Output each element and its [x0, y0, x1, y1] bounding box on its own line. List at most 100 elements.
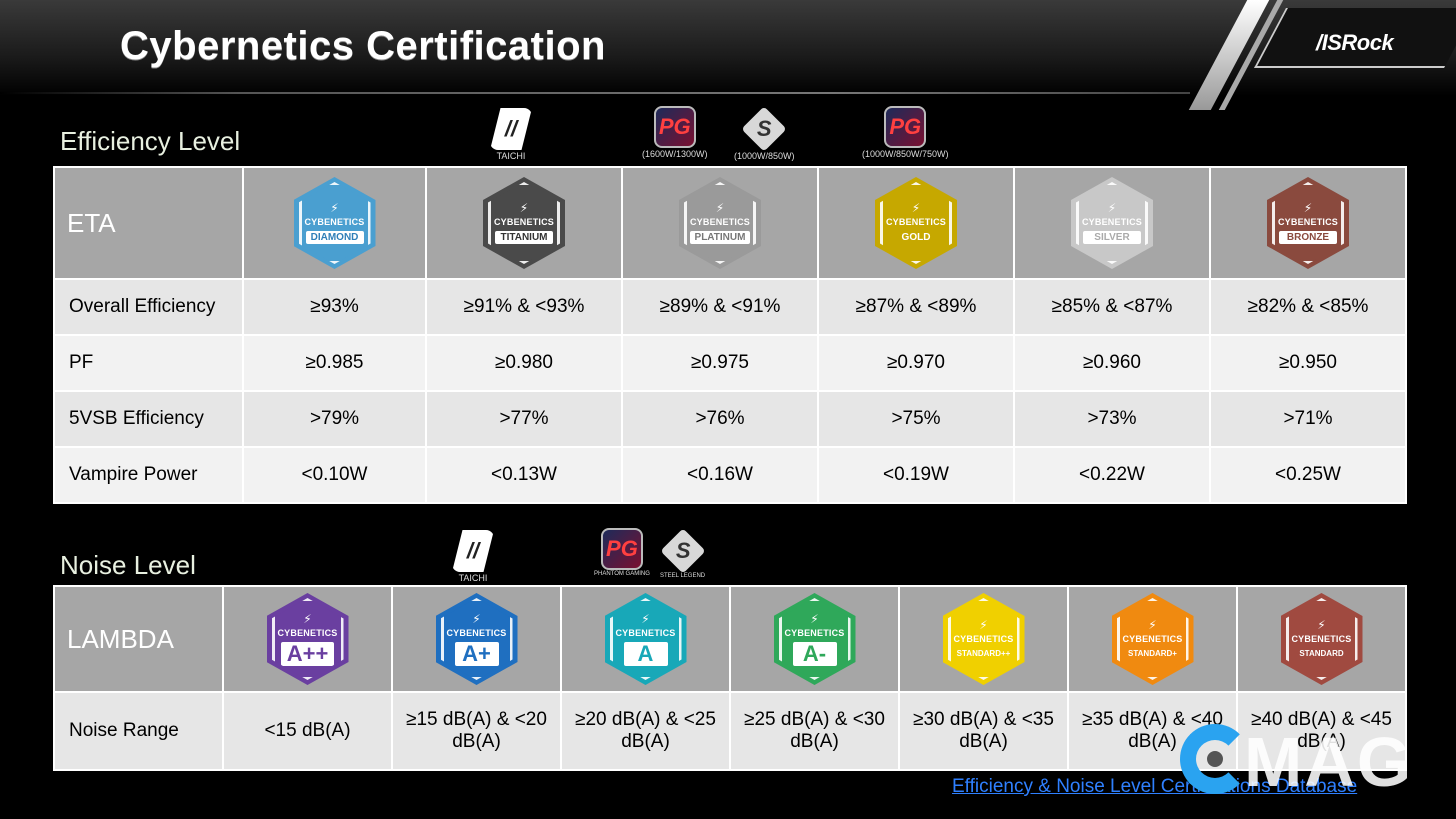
phantom-gaming-logo-icon: PG — [600, 528, 643, 570]
table-cell: ≥20 dB(A) & <25 dB(A) — [560, 691, 731, 771]
badge-cell: ⚡ CYBENETICS SILVER — [1013, 166, 1211, 280]
table-cell: ≥82% & <85% — [1209, 278, 1407, 336]
badge-brand: CYBENETICS — [615, 627, 676, 638]
table-row: 5VSB Efficiency >79% >77% >76% >75% >73% >71% — [53, 390, 1407, 448]
brand-caption: (1600W/1300W) — [642, 149, 708, 159]
badge-level: STANDARD+ — [1123, 648, 1182, 659]
badge-emblem-icon: ⚡ — [519, 201, 529, 215]
row-label: 5VSB Efficiency — [53, 390, 244, 448]
table-row: Overall Efficiency ≥93% ≥91% & <93% ≥89% & … — [53, 278, 1407, 336]
table-cell: >73% — [1013, 390, 1211, 448]
steel-legend-logo-icon: S — [659, 528, 706, 574]
badge-emblem-icon: ⚡ — [715, 201, 725, 215]
badge-emblem-icon: ⚡ — [641, 611, 650, 626]
table-cell: ≥0.950 — [1209, 334, 1407, 392]
watermark-c-icon — [1180, 724, 1250, 794]
table-cell: ≥87% & <89% — [817, 278, 1015, 336]
lambda-header-row: LAMBDA ⚡ CYBENETICS A++ ⚡ CYBENETICS A+ ⚡ CYBEN… — [53, 585, 1407, 693]
table-cell: ≥25 dB(A) & <30 dB(A) — [729, 691, 900, 771]
steel-legend-logo-icon: S — [741, 106, 787, 152]
badge-level: A+ — [454, 641, 499, 666]
table-cell: >71% — [1209, 390, 1407, 448]
table-cell: ≥0.975 — [621, 334, 819, 392]
row-label: Vampire Power — [53, 446, 244, 504]
badge-level: PLATINUM — [689, 231, 751, 244]
efficiency-table: ETA ⚡ CYBENETICS DIAMOND ⚡ CYBENETICS TITANIU… — [53, 166, 1407, 504]
brand-steel-legend: S STEEL LEGEND — [659, 528, 706, 579]
badge-brand: CYBENETICS — [304, 217, 365, 227]
table-cell: <0.10W — [242, 446, 427, 504]
badge-level: BRONZE — [1279, 231, 1337, 244]
badge-level: A- — [792, 641, 837, 666]
cybenetics-badge: ⚡ CYBENETICS STANDARD — [1280, 593, 1363, 685]
lambda-label: LAMBDA — [53, 585, 224, 693]
cybenetics-badge: ⚡ CYBENETICS A- — [773, 593, 856, 685]
table-cell: ≥91% & <93% — [425, 278, 623, 336]
brand-phantom-gaming: PG (1600W/1300W) — [642, 106, 708, 159]
badge-level: STANDARD++ — [951, 648, 1016, 659]
cybenetics-badge: ⚡ CYBENETICS PLATINUM — [679, 177, 761, 269]
table-cell: ≥0.970 — [817, 334, 1015, 392]
table-cell: <0.16W — [621, 446, 819, 504]
badge-level: A — [623, 641, 668, 666]
brand-caption: TAICHI — [496, 151, 526, 161]
cybenetics-badge: ⚡ CYBENETICS TITANIUM — [483, 177, 565, 269]
badge-level: SILVER — [1083, 231, 1141, 244]
table-cell: ≥89% & <91% — [621, 278, 819, 336]
badge-brand: CYBENETICS — [1122, 634, 1183, 644]
badge-brand: CYBENETICS — [689, 217, 750, 227]
badge-cell: ⚡ CYBENETICS STANDARD — [1236, 585, 1407, 693]
cybenetics-badge: ⚡ CYBENETICS BRONZE — [1267, 177, 1349, 269]
noise-section-title: Noise Level — [60, 550, 196, 580]
table-cell: ≥0.960 — [1013, 334, 1211, 392]
taichi-logo-icon: // — [452, 530, 494, 572]
page-title: Cybernetics Certification — [120, 24, 606, 68]
phantom-gaming-logo-icon: PG — [653, 106, 696, 148]
badge-level: A++ — [280, 641, 335, 666]
table-cell: ≥85% & <87% — [1013, 278, 1211, 336]
table-cell: <0.19W — [817, 446, 1015, 504]
table-cell: <0.25W — [1209, 446, 1407, 504]
cybenetics-badge: ⚡ CYBENETICS STANDARD+ — [1111, 593, 1194, 685]
badge-level: STANDARD — [1292, 648, 1351, 659]
badge-emblem-icon: ⚡ — [979, 618, 988, 632]
eta-label: ETA — [53, 166, 244, 280]
table-cell: >76% — [621, 390, 819, 448]
row-label: Overall Efficiency — [53, 278, 244, 336]
badge-brand: CYBENETICS — [446, 627, 507, 638]
efficiency-section-title: Efficiency Level — [60, 126, 241, 156]
badge-cell: ⚡ CYBENETICS DIAMOND — [242, 166, 427, 280]
cybenetics-badge: ⚡ CYBENETICS GOLD — [875, 177, 957, 269]
table-cell: ≥40 dB(A) & <45 dB(A) — [1236, 691, 1407, 771]
badge-emblem-icon: ⚡ — [911, 201, 921, 215]
taichi-logo-icon: // — [490, 108, 532, 150]
cybenetics-badge: ⚡ CYBENETICS STANDARD++ — [942, 593, 1025, 685]
badge-cell: ⚡ CYBENETICS PLATINUM — [621, 166, 819, 280]
cybenetics-badge: ⚡ CYBENETICS A — [604, 593, 687, 685]
badge-cell: ⚡ CYBENETICS BRONZE — [1209, 166, 1407, 280]
row-label: Noise Range — [53, 691, 224, 771]
badge-level: GOLD — [887, 231, 945, 244]
table-cell: ≥15 dB(A) & <20 dB(A) — [391, 691, 562, 771]
brand-steel-legend: S (1000W/850W) — [734, 106, 795, 161]
cybenetics-badge: ⚡ CYBENETICS A+ — [435, 593, 518, 685]
brand-caption: STEEL LEGEND — [660, 573, 706, 579]
table-cell: >79% — [242, 390, 427, 448]
badge-cell: ⚡ CYBENETICS GOLD — [817, 166, 1015, 280]
badge-emblem-icon: ⚡ — [1107, 201, 1117, 215]
badge-cell: ⚡ CYBENETICS A++ — [222, 585, 393, 693]
brand-phantom-gaming: PG (1000W/850W/750W) — [862, 106, 949, 159]
badge-emblem-icon: ⚡ — [1148, 618, 1157, 632]
badge-emblem-icon: ⚡ — [1303, 201, 1313, 215]
certifications-database-link[interactable]: Efficiency & Noise Level Certifications … — [952, 776, 1358, 797]
table-row: Vampire Power <0.10W <0.13W <0.16W <0.19W <0.… — [53, 446, 1407, 504]
watermark: MAG — [1180, 722, 1413, 802]
badge-cell: ⚡ CYBENETICS A- — [729, 585, 900, 693]
table-cell: ≥0.985 — [242, 334, 427, 392]
row-label: PF — [53, 334, 244, 392]
cybenetics-badge: ⚡ CYBENETICS A++ — [266, 593, 349, 685]
badge-brand: CYBENETICS — [953, 634, 1014, 644]
table-row: Noise Range <15 dB(A) ≥15 dB(A) & <20 dB(A… — [53, 691, 1407, 771]
table-cell: <15 dB(A) — [222, 691, 393, 771]
brand-caption: (1000W/850W/750W) — [862, 149, 949, 159]
